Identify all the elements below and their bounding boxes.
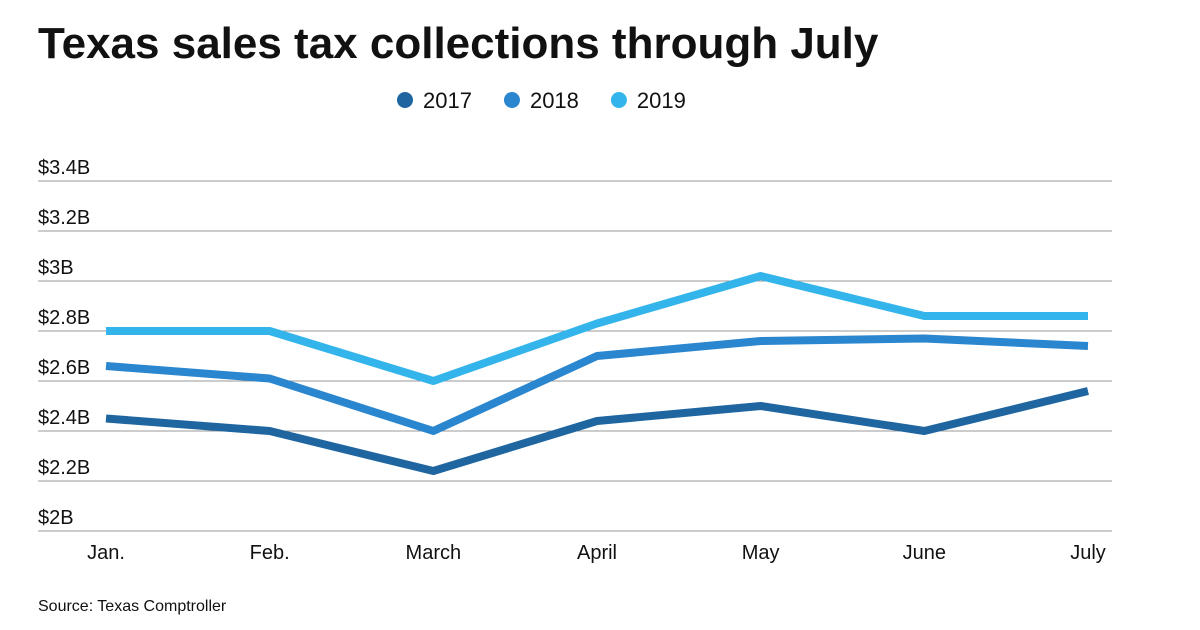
y-tick-label: $2.6B: [38, 357, 90, 379]
x-tick-label: July: [1070, 542, 1106, 564]
legend-marker: [610, 92, 627, 108]
x-tick-label: March: [406, 542, 462, 564]
plot: [105, 272, 1089, 475]
legend-marker: [397, 92, 413, 108]
y-tick-label: $3B: [38, 257, 74, 279]
legend-marker: [503, 92, 520, 108]
grid: $2B $2.2B $2.4B $2.6B $2.8B $3B $3.2B $3.4B Jan.…: [38, 157, 1112, 564]
source: Source: Texas Comptroller: [38, 598, 227, 615]
y-tick-label: $3.2B: [38, 207, 90, 229]
legend-label: 2018: [530, 88, 579, 113]
legend-label: 2019: [637, 88, 686, 113]
y-tick-label: $2B: [38, 507, 74, 529]
legend-label: 2017: [423, 88, 472, 113]
y-tick-label: $2.4B: [38, 407, 90, 429]
line: [105, 334, 1089, 435]
line: [106, 272, 1088, 385]
x-tick-label: June: [903, 542, 946, 564]
x-tick-label: April: [577, 542, 617, 564]
x-tick-label: May: [742, 542, 780, 564]
y-tick-label: $2.8B: [38, 307, 90, 329]
x-tick-label: Jan.: [87, 542, 125, 564]
y-tick-label: $2.2B: [38, 457, 90, 479]
chart-title: Texas sales tax collections through July: [38, 19, 879, 68]
y-tick-label: $3.4B: [38, 157, 90, 179]
line: [105, 387, 1089, 475]
x-tick-label: Feb.: [250, 542, 290, 564]
